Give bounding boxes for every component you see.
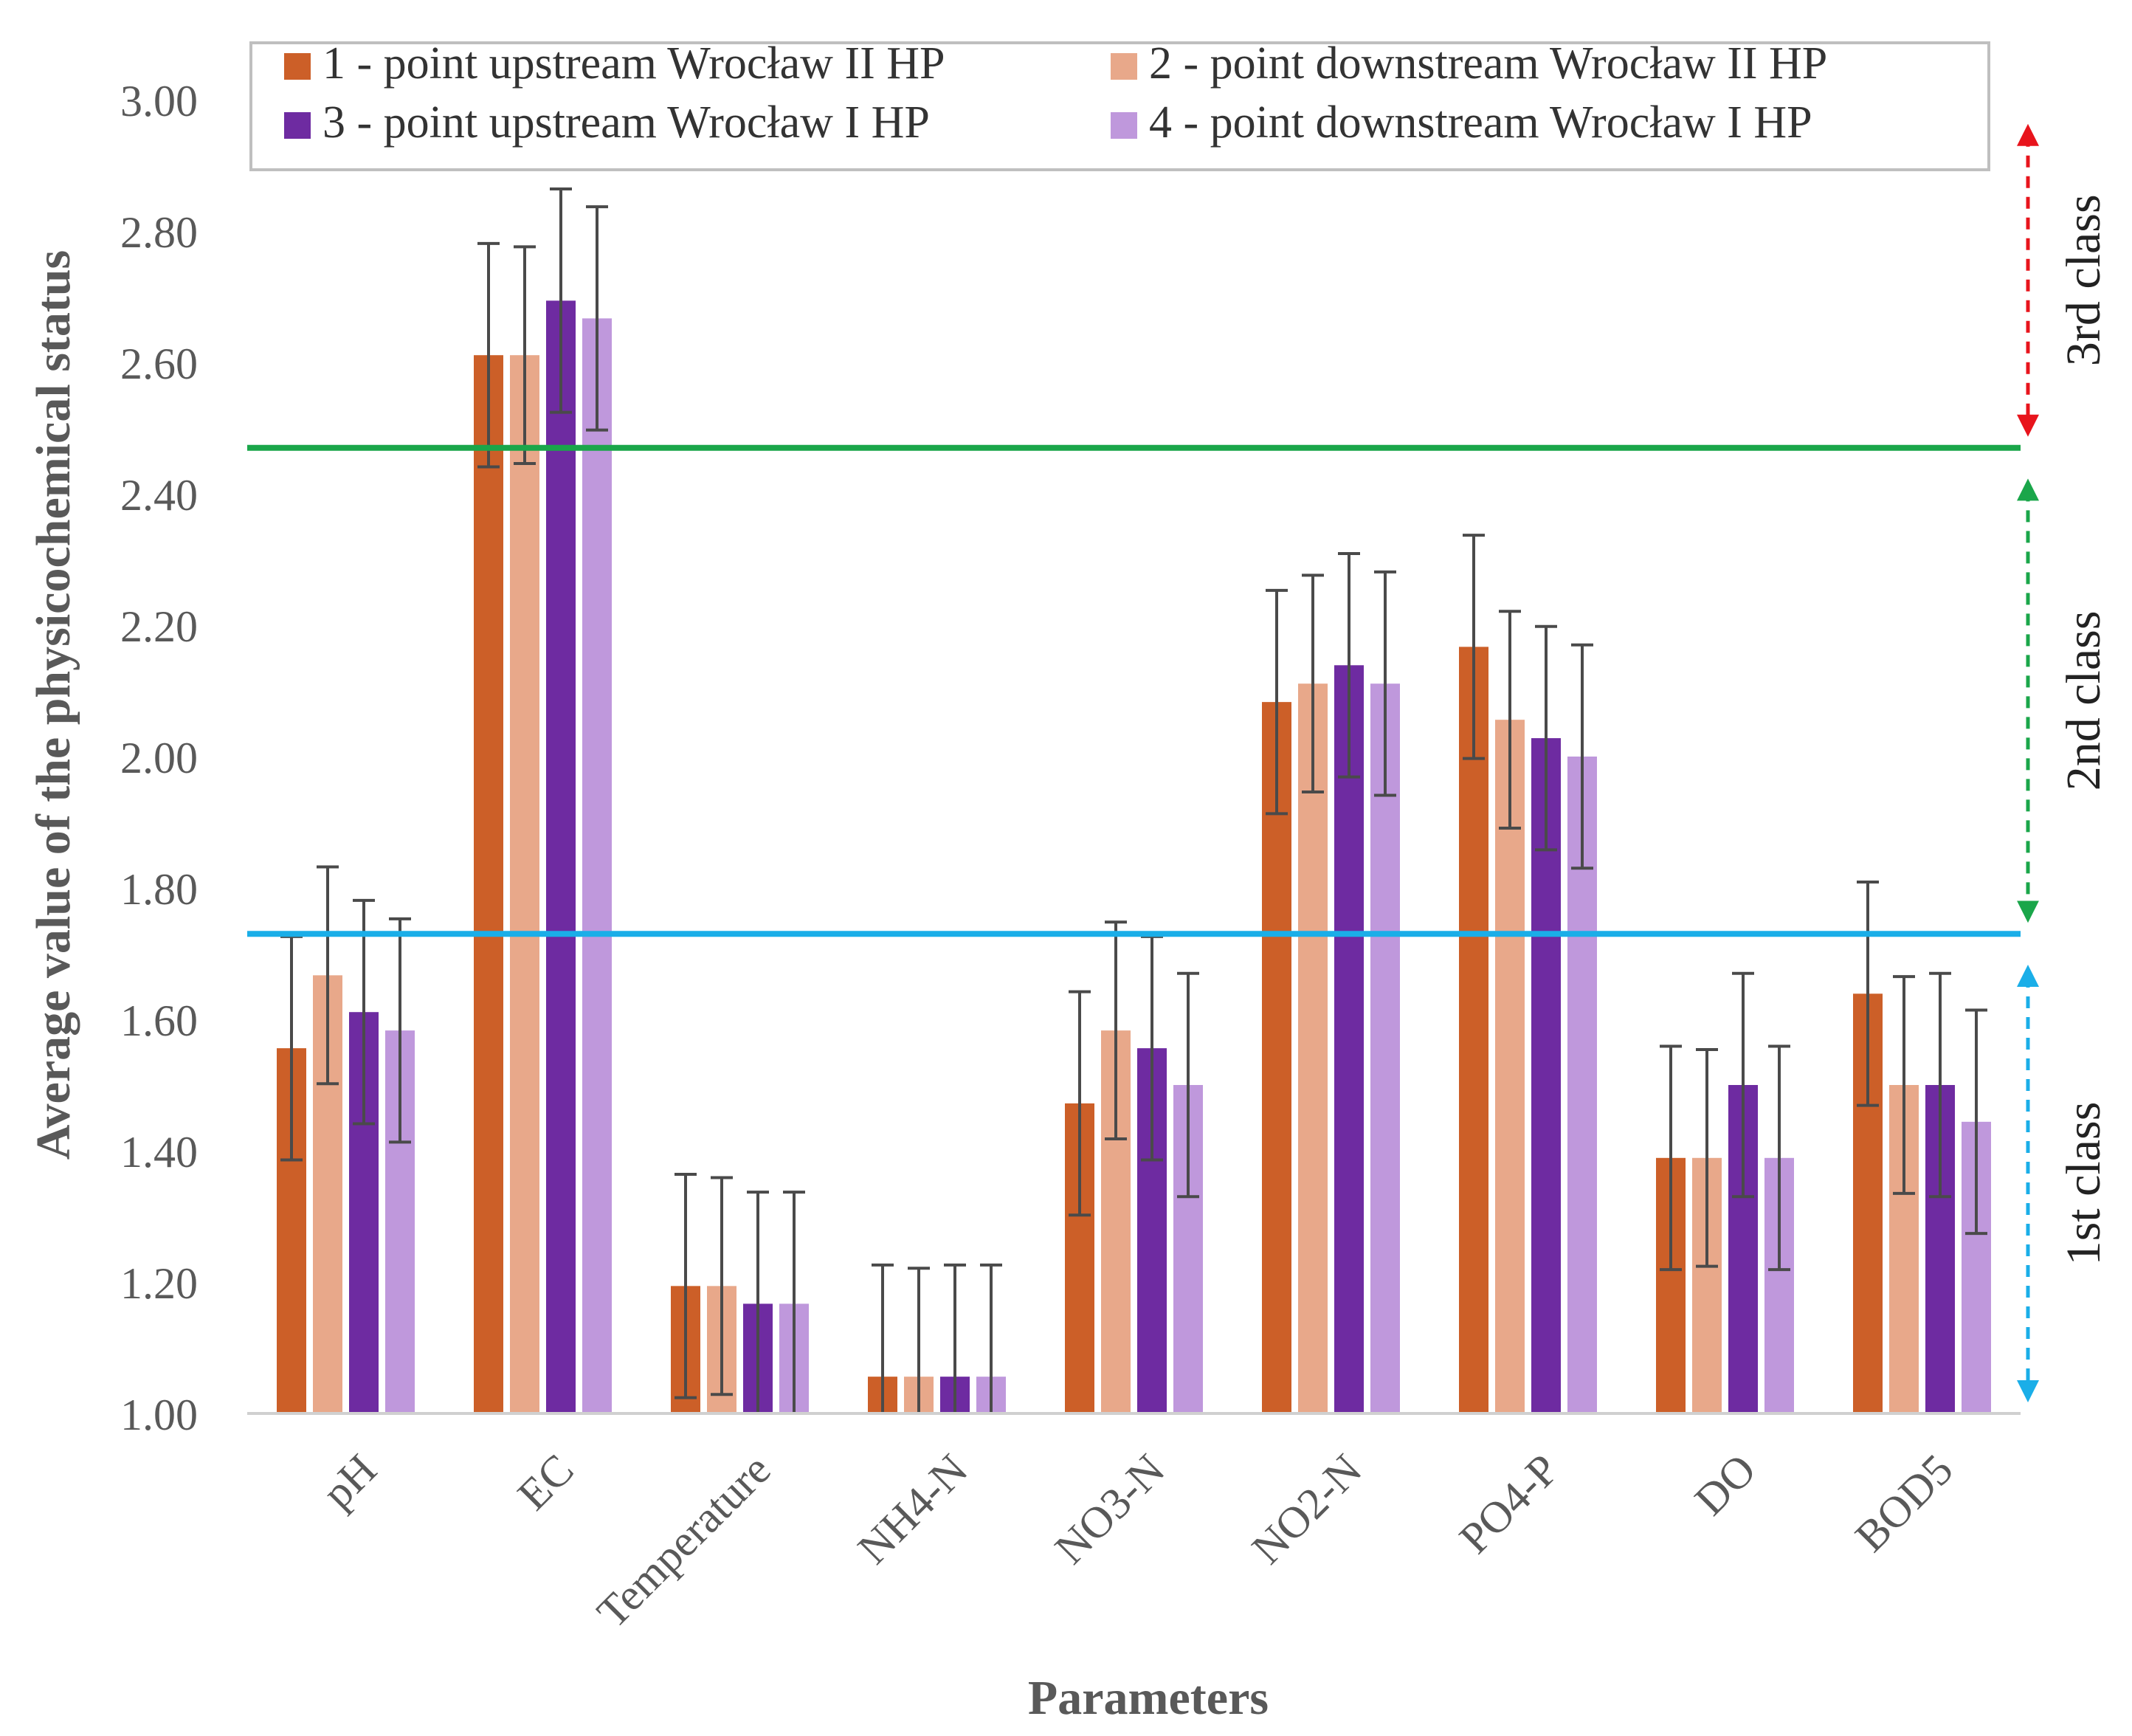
y-tick-label: 3.00: [120, 77, 198, 125]
y-axis-ticks: 1.00 1.20 1.40 1.60 1.80 2.00 2.20 2.40 2.60 2.80…: [120, 77, 198, 1439]
class-range-label: 1st class: [2057, 1102, 2111, 1266]
reference-lines-group: [247, 444, 2021, 937]
legend-swatch: [1111, 112, 1137, 139]
y-tick-label: 1.20: [120, 1259, 198, 1308]
y-tick-label: 1.60: [120, 996, 198, 1045]
bar: [1334, 665, 1364, 1413]
x-tick-label: pH: [313, 1445, 386, 1518]
bar: [582, 318, 612, 1413]
legend: 1 - point upstream Wrocław II HP 2 - poin…: [249, 38, 1990, 171]
x-tick-label: BOD5: [1846, 1445, 1962, 1561]
bar: [510, 355, 539, 1414]
bar: [1370, 683, 1400, 1413]
legend-label: 1 - point upstream Wrocław II HP: [322, 38, 945, 89]
legend-swatch: [1111, 53, 1137, 80]
legend-swatch: [284, 112, 311, 139]
x-axis-label: Parameters: [1028, 1671, 1269, 1725]
class-range-label: 2nd class: [2057, 610, 2111, 790]
class-ranges-group: 3rd class 2nd class 1st class: [2017, 123, 2111, 1402]
y-tick-label: 1.00: [120, 1391, 198, 1439]
y-tick-label: 1.40: [120, 1128, 198, 1177]
x-tick-label: Temperature: [587, 1445, 779, 1637]
y-tick-label: 2.00: [120, 734, 198, 782]
y-tick-label: 2.40: [120, 471, 198, 520]
bar: [546, 300, 576, 1414]
bar: [1298, 683, 1328, 1413]
x-tick-label: NO3-N: [1046, 1445, 1174, 1574]
x-tick-label: NO2-N: [1243, 1445, 1371, 1574]
bar: [1459, 647, 1488, 1413]
bar: [1262, 702, 1291, 1413]
bars-group: [277, 300, 1991, 1414]
x-tick-label: NH4-N: [849, 1445, 977, 1574]
bar: [474, 355, 503, 1414]
x-tick-label: EC: [508, 1445, 583, 1520]
legend-swatch: [284, 53, 311, 80]
y-tick-label: 2.20: [120, 602, 198, 651]
x-tick-label: DO: [1686, 1445, 1765, 1525]
bar: [1495, 720, 1525, 1413]
legend-label: 4 - point downstream Wrocław I HP: [1149, 97, 1812, 148]
y-axis-label: Average value of the physicochemical sta…: [27, 250, 80, 1160]
x-tick-label: PO4-P: [1450, 1445, 1568, 1563]
y-tick-label: 2.60: [120, 340, 198, 388]
x-axis-ticks: pH EC Temperature NH4-N NO3-N NO2-N PO4-P DO BOD…: [313, 1445, 1962, 1637]
y-tick-label: 1.80: [120, 865, 198, 914]
y-tick-label: 2.80: [120, 208, 198, 257]
legend-label: 3 - point upstream Wrocław I HP: [322, 97, 930, 148]
legend-label: 2 - point downstream Wrocław II HP: [1149, 38, 1827, 89]
class-range-label: 3rd class: [2057, 194, 2111, 366]
